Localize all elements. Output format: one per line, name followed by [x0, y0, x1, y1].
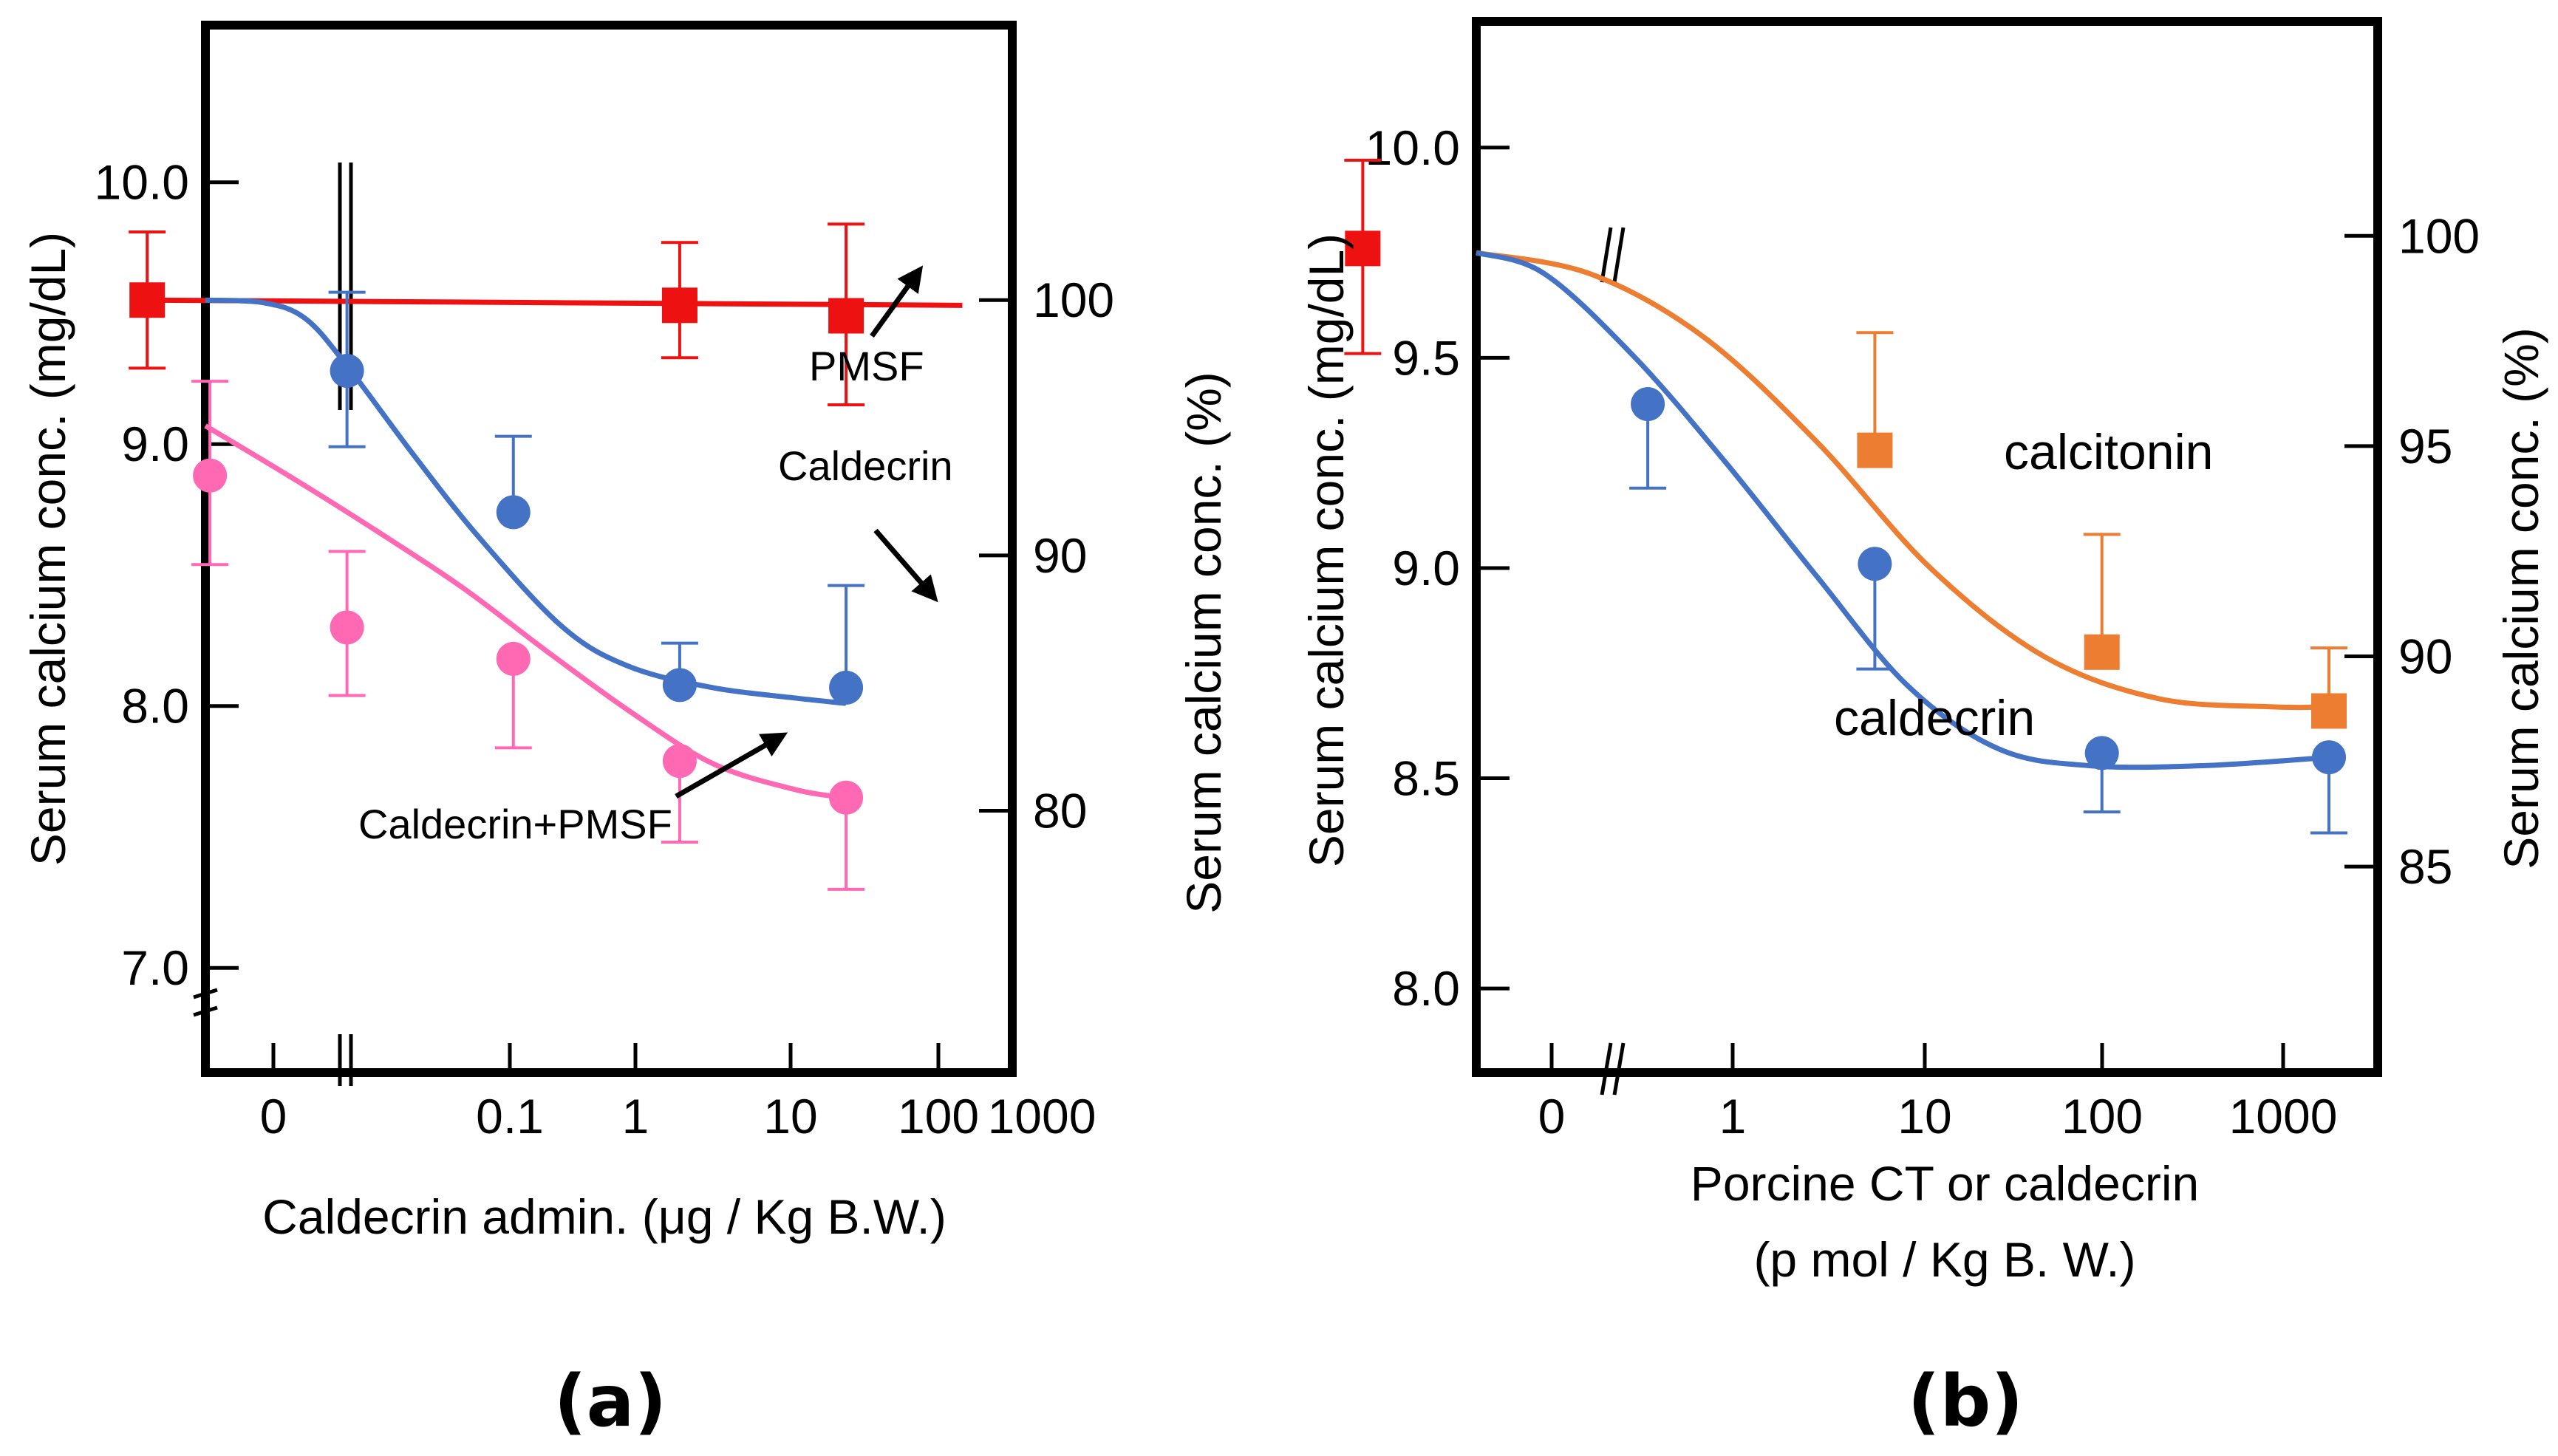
y-right-tick-label: 85 [2398, 839, 2452, 894]
data-point-caldecrin-pmsf [193, 458, 228, 493]
data-point-pmsf [129, 282, 166, 318]
data-point-caldecrin [1631, 386, 1665, 421]
y-tick-label: 8.0 [1392, 961, 1460, 1016]
annotation-calcitonin: calcitonin [2004, 424, 2214, 480]
y-tick-label: 9.5 [1392, 330, 1460, 385]
x-tick-label: 1000 [988, 1089, 1096, 1144]
x-tick-label: 100 [2061, 1089, 2143, 1144]
y-right-tick-label: 90 [2398, 629, 2452, 683]
y-axis-left-b: 10.0 9.5 9.0 8.5 8.0 [1365, 120, 1510, 1016]
data-point-caldecrin-pmsf [496, 641, 531, 676]
y-axis-right-b: 100 95 90 85 [2344, 208, 2480, 894]
y-tick-label: 8.5 [1392, 751, 1460, 806]
y-right-tick-label: 100 [1033, 273, 1114, 327]
x-tick-label: 1 [1719, 1089, 1747, 1144]
axis-break-b [1600, 227, 1626, 1096]
x-tick-label: 100 [898, 1089, 979, 1144]
series-group-b [1344, 158, 2348, 835]
data-point-calcitonin [2311, 693, 2347, 729]
y-axis-title-a-left: Serum calcium conc. (mg/dL) [21, 232, 75, 866]
data-point-caldecrin [2312, 740, 2347, 775]
chart-panel-b: 10.0 9.5 9.0 8.5 8.0 100 95 90 85 0 1 10 100 1000 c… [1299, 17, 2548, 1443]
x-tick-label: 10 [1897, 1089, 1951, 1144]
data-point-pmsf [828, 298, 864, 334]
y-tick-label: 8.0 [121, 679, 189, 734]
y-axis-title-b-right: Serum calcium conc. (%) [2494, 327, 2548, 869]
data-point-caldecrin [2084, 736, 2119, 770]
y-right-tick-label: 95 [2398, 419, 2452, 474]
data-point-caldecrin-pmsf [662, 744, 697, 779]
data-point-calcitonin [1857, 432, 1893, 468]
annotation-caldecrin-pmsf: Caldecrin+PMSF [358, 801, 672, 847]
x-axis-title-b-line1: Porcine CT or caldecrin [1691, 1156, 2199, 1211]
x-tick-label: 0.1 [476, 1089, 544, 1144]
y-axis-title-a-right: Serum calcium conc. (%) [1176, 372, 1231, 914]
data-point-caldecrin [1858, 547, 1892, 581]
data-point-caldecrin [829, 670, 864, 705]
x-tick-label: 0 [260, 1089, 287, 1144]
data-point-caldecrin [496, 495, 531, 530]
x-tick-label: 1000 [2229, 1089, 2338, 1144]
y-right-tick-label: 90 [1033, 528, 1087, 583]
y-axis-title-b-left: Serum calcium conc. (mg/dL) [1299, 233, 1354, 867]
curve-caldecrin [205, 297, 847, 706]
y-tick-label: 9.0 [1392, 541, 1460, 595]
arrow-caldecrin [873, 528, 938, 603]
curve-caldecrin-pmsf [204, 423, 847, 801]
plot-frame-b [1472, 17, 2382, 1077]
annotation-caldecrin-b: caldecrin [1834, 690, 2035, 746]
data-point-caldecrin-pmsf [330, 610, 364, 645]
x-tick-label: 10 [763, 1089, 817, 1144]
data-point-caldecrin [662, 668, 697, 703]
plot-frame-a [201, 21, 1017, 1077]
data-point-calcitonin [2084, 634, 2120, 670]
x-axis-title-a: Caldecrin admin. (μg / Kg B.W.) [262, 1189, 947, 1244]
curve-calcitonin [1476, 250, 2330, 711]
arrow-pmsf [870, 265, 924, 338]
data-point-pmsf [661, 287, 698, 324]
x-tick-label: 1 [622, 1089, 649, 1144]
data-point-caldecrin [330, 353, 364, 388]
y-tick-label: 7.0 [121, 940, 189, 995]
x-axis-b: 0 1 10 100 1000 [1538, 1043, 2338, 1144]
x-tick-label: 0 [1538, 1089, 1566, 1144]
y-tick-label: 10.0 [95, 155, 189, 210]
panel-label-b: (b) [1908, 1360, 2023, 1443]
y-tick-label: 9.0 [121, 417, 189, 471]
series-group-a [129, 222, 963, 891]
data-point-control [1345, 230, 1381, 267]
y-right-tick-label: 80 [1033, 784, 1087, 838]
x-axis-title-b-line2: (p mol / Kg B. W.) [1753, 1232, 2135, 1287]
y-tick-label: 10.0 [1365, 120, 1460, 175]
arrow-caldecrin-pmsf [675, 732, 788, 799]
x-axis-a: 0 0.1 1 10 100 1000 [260, 1043, 1096, 1144]
annotation-caldecrin: Caldecrin [778, 442, 953, 489]
annotation-pmsf: PMSF [809, 343, 924, 389]
y-axis-left-a: 10.0 9.0 8.0 7.0 [95, 155, 239, 995]
y-right-tick-label: 100 [2398, 208, 2480, 263]
y-axis-right-a: 100 90 80 [979, 273, 1114, 838]
panel-label-a: (a) [554, 1360, 667, 1443]
curve-caldecrin [1475, 250, 2330, 770]
data-point-caldecrin-pmsf [829, 780, 864, 815]
